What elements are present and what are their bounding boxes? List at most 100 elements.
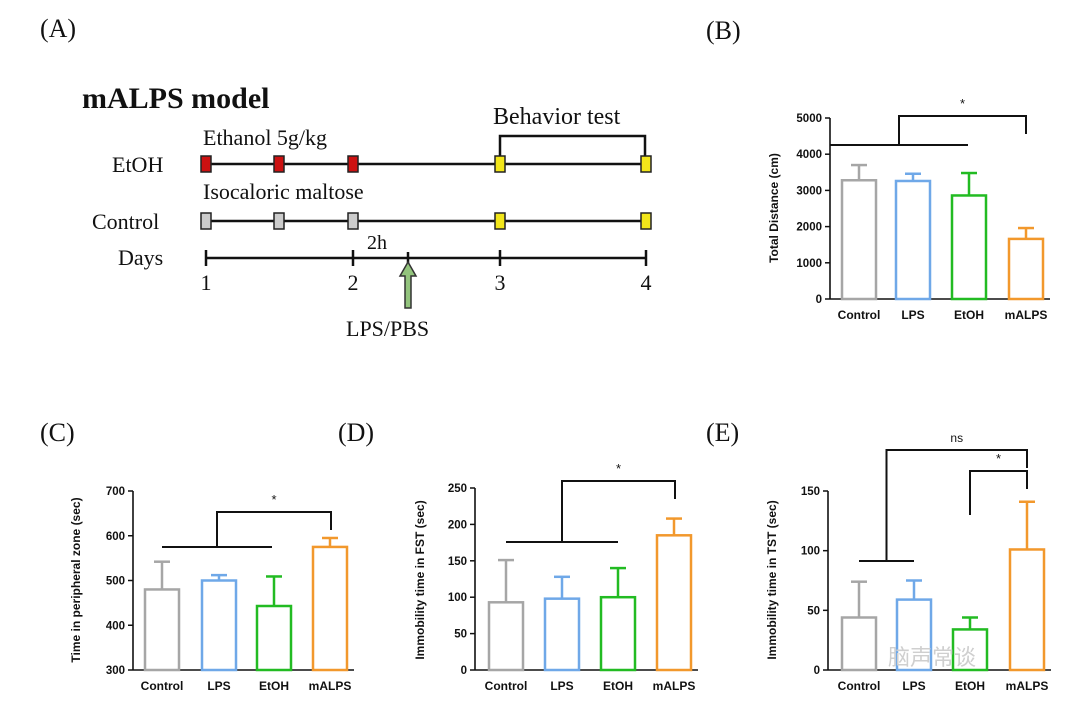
bar-control bbox=[143, 588, 181, 672]
y-axis-label: Total Distance (cm) bbox=[767, 153, 781, 263]
panel-label-b: (B) bbox=[706, 16, 741, 45]
y-tick-label: 2000 bbox=[796, 222, 822, 234]
y-tick-label: 50 bbox=[807, 605, 820, 617]
behavior-test-marker bbox=[640, 212, 652, 230]
control-row-label: Control bbox=[92, 209, 159, 234]
injection-label: LPS/PBS bbox=[346, 316, 429, 341]
panel-label-e: (E) bbox=[706, 418, 740, 447]
days-label: Days bbox=[118, 245, 163, 270]
day-tick-label: 4 bbox=[641, 270, 652, 295]
significance-label: * bbox=[616, 461, 621, 476]
day-tick-label: 3 bbox=[495, 270, 506, 295]
behavior-bracket bbox=[498, 134, 647, 158]
panel-label-d: (D) bbox=[338, 418, 375, 447]
maltose-dose-marker bbox=[200, 212, 212, 230]
etoh-treatment-label: Ethanol 5g/kg bbox=[203, 125, 327, 150]
day-tick-label: 1 bbox=[201, 270, 212, 295]
category-label: Control bbox=[838, 679, 881, 693]
category-label: LPS bbox=[207, 679, 230, 693]
bar-lps bbox=[543, 597, 581, 672]
schedule-markers bbox=[200, 155, 652, 230]
bar-etoh bbox=[950, 194, 988, 301]
chart-e: 0 50 100 150 Immobility time in TST (sec) Con… bbox=[765, 431, 1051, 693]
control-treatment-label: Isocaloric maltose bbox=[203, 179, 364, 204]
y-tick-label: 150 bbox=[801, 486, 820, 498]
category-label: EtOH bbox=[955, 679, 985, 693]
y-tick-label: 500 bbox=[106, 576, 125, 588]
ethanol-dose-marker bbox=[200, 155, 212, 173]
significance-label: * bbox=[271, 492, 276, 507]
behavior-test-label: Behavior test bbox=[493, 104, 621, 130]
category-label: Control bbox=[838, 308, 881, 322]
category-label: mALPS bbox=[653, 679, 696, 693]
chart-b: 0 1000 2000 3000 4000 5000 Total Distance (cm)… bbox=[767, 96, 1050, 322]
significance-label: ns bbox=[950, 431, 963, 445]
y-tick-label: 3000 bbox=[796, 185, 822, 197]
y-tick-label: 400 bbox=[106, 620, 125, 632]
y-axis-label: Immobility time in FST (sec) bbox=[413, 500, 427, 659]
injection-arrow-icon bbox=[398, 260, 418, 309]
y-tick-label: 4000 bbox=[796, 149, 822, 161]
significance-bracket bbox=[561, 480, 676, 542]
significance-bracket bbox=[898, 115, 1027, 145]
maltose-dose-marker bbox=[273, 212, 285, 230]
bar-control bbox=[840, 179, 878, 301]
maltose-dose-marker bbox=[347, 212, 359, 230]
y-tick-label: 1000 bbox=[796, 258, 822, 270]
bar-lps bbox=[894, 179, 932, 301]
y-tick-label: 0 bbox=[461, 665, 467, 677]
category-label: mALPS bbox=[309, 679, 352, 693]
category-label: Control bbox=[485, 679, 528, 693]
y-tick-label: 100 bbox=[801, 546, 820, 558]
bar-malps bbox=[1008, 548, 1046, 672]
significance-label: * bbox=[960, 96, 965, 111]
day-tick-label: 2 bbox=[348, 270, 359, 295]
significance-label: * bbox=[996, 451, 1001, 466]
category-label: LPS bbox=[901, 308, 924, 322]
bar-control bbox=[840, 616, 878, 672]
etoh-row-label: EtOH bbox=[112, 152, 163, 177]
significance-bracket bbox=[216, 511, 332, 547]
chart-d: 0 50 100 150 200 250 Immobility time in FST (s… bbox=[413, 461, 698, 693]
panel-label-a: (A) bbox=[40, 14, 77, 43]
ethanol-dose-marker bbox=[347, 155, 359, 173]
y-tick-label: 600 bbox=[106, 531, 125, 543]
bar-malps bbox=[311, 545, 349, 672]
y-tick-label: 50 bbox=[454, 629, 467, 641]
category-label: LPS bbox=[902, 679, 925, 693]
category-label: mALPS bbox=[1005, 308, 1048, 322]
watermark-text: 脑声常谈 bbox=[888, 646, 977, 671]
ethanol-dose-marker bbox=[273, 155, 285, 173]
y-axis-label: Time in peripheral zone (sec) bbox=[69, 497, 83, 662]
bar-malps bbox=[655, 534, 693, 672]
category-label: EtOH bbox=[603, 679, 633, 693]
panel-label-c: (C) bbox=[40, 418, 75, 447]
category-label: LPS bbox=[550, 679, 573, 693]
behavior-test-marker bbox=[494, 155, 506, 173]
interval-label: 2h bbox=[367, 232, 387, 254]
bar-etoh bbox=[255, 604, 293, 672]
bar-malps bbox=[1007, 237, 1045, 301]
y-axis-label: Immobility time in TST (sec) bbox=[765, 500, 779, 659]
bar-control bbox=[487, 601, 525, 672]
y-tick-label: 0 bbox=[816, 294, 822, 306]
behavior-test-marker bbox=[640, 155, 652, 173]
bar-etoh bbox=[599, 595, 637, 672]
category-label: mALPS bbox=[1006, 679, 1049, 693]
y-tick-label: 0 bbox=[814, 665, 820, 677]
bar-lps bbox=[200, 579, 238, 672]
behavior-test-marker bbox=[494, 212, 506, 230]
y-tick-label: 700 bbox=[106, 486, 125, 498]
category-label: EtOH bbox=[259, 679, 289, 693]
y-tick-label: 300 bbox=[106, 665, 125, 677]
y-tick-label: 250 bbox=[448, 483, 467, 495]
category-label: Control bbox=[141, 679, 184, 693]
category-label: EtOH bbox=[954, 308, 984, 322]
y-tick-label: 5000 bbox=[796, 113, 822, 125]
schematic-title: mALPS model bbox=[82, 82, 270, 115]
significance-bracket bbox=[969, 470, 1028, 515]
significance-bracket bbox=[885, 449, 1028, 561]
day-ticks: 1 2 3 4 bbox=[201, 250, 652, 295]
